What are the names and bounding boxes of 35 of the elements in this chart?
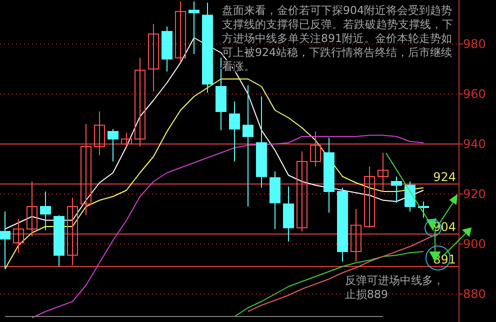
y-tick-label: 960 <box>463 87 486 102</box>
candlestick <box>391 176 402 204</box>
candlestick <box>67 197 78 266</box>
line-series <box>234 251 424 317</box>
candlestick <box>283 186 294 242</box>
candlestick <box>310 131 321 167</box>
candlestick <box>0 211 10 270</box>
candlestick <box>188 1 200 54</box>
y-tick-label: 880 <box>463 287 486 302</box>
candlestick <box>378 152 388 192</box>
candlestick <box>350 208 362 262</box>
candlestick <box>80 124 92 216</box>
candlestick <box>242 84 254 207</box>
y-tick-label: 980 <box>463 37 486 52</box>
candlestick <box>94 111 105 156</box>
candlestick <box>229 101 240 162</box>
y-tick-label: 920 <box>463 187 486 202</box>
annotation: 反弹可进场中线多，止损889 <box>345 274 444 301</box>
candlestick <box>404 181 416 212</box>
candlestick <box>121 132 132 147</box>
ref-line-label: 924 <box>433 170 456 184</box>
candlestick <box>40 191 51 231</box>
candlestick <box>364 166 375 228</box>
candlestick <box>134 57 146 147</box>
candlestick <box>108 128 118 162</box>
candlestick <box>175 1 186 62</box>
y-tick-label: 940 <box>463 137 486 152</box>
line-series <box>4 78 424 270</box>
candlestick <box>26 181 38 237</box>
candlestick <box>296 151 308 232</box>
candlestick <box>148 24 159 92</box>
line-series <box>32 134 424 318</box>
candlestick <box>13 218 24 254</box>
y-tick-label: 900 <box>463 237 486 252</box>
candlestick <box>418 201 429 218</box>
